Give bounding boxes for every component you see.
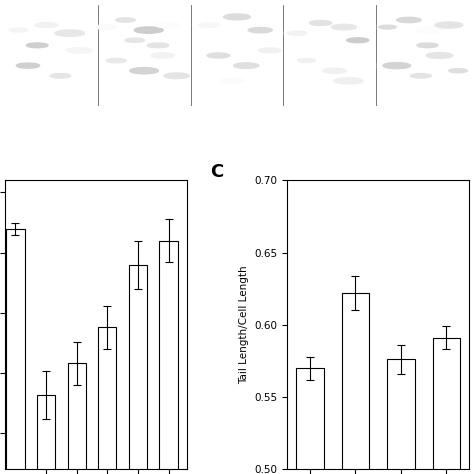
Bar — [296, 368, 324, 474]
Circle shape — [9, 62, 46, 70]
Circle shape — [397, 17, 421, 23]
Circle shape — [221, 78, 244, 83]
Bar — [159, 241, 178, 474]
Circle shape — [91, 24, 123, 31]
Circle shape — [426, 53, 453, 58]
Circle shape — [324, 23, 364, 31]
Circle shape — [147, 43, 169, 48]
Bar — [129, 264, 147, 474]
Text: 6: 6 — [379, 9, 385, 19]
Circle shape — [207, 53, 230, 58]
Bar — [98, 327, 117, 474]
Bar — [433, 338, 460, 474]
Circle shape — [248, 27, 272, 33]
Circle shape — [241, 26, 280, 34]
Circle shape — [224, 14, 250, 20]
Circle shape — [141, 42, 175, 49]
Text: 5: 5 — [286, 9, 292, 19]
Circle shape — [410, 73, 431, 78]
Circle shape — [435, 22, 463, 28]
Y-axis label: Tail Length/Cell Length: Tail Length/Cell Length — [239, 265, 249, 384]
Bar — [6, 228, 25, 474]
Circle shape — [119, 37, 150, 44]
Circle shape — [374, 61, 419, 71]
Circle shape — [97, 25, 117, 29]
Circle shape — [44, 72, 77, 79]
Circle shape — [130, 68, 158, 74]
Circle shape — [288, 31, 307, 35]
Circle shape — [325, 76, 372, 86]
Circle shape — [416, 27, 445, 33]
Circle shape — [201, 52, 237, 59]
Circle shape — [192, 21, 226, 29]
Circle shape — [323, 68, 346, 73]
Circle shape — [28, 21, 64, 29]
Circle shape — [346, 38, 369, 43]
Circle shape — [374, 24, 401, 30]
Circle shape — [148, 21, 187, 29]
Circle shape — [407, 25, 454, 35]
Circle shape — [282, 30, 313, 36]
Circle shape — [66, 47, 92, 53]
Circle shape — [59, 46, 100, 55]
Circle shape — [379, 25, 396, 29]
Circle shape — [55, 30, 84, 36]
Circle shape — [234, 63, 259, 68]
Circle shape — [144, 51, 182, 60]
Circle shape — [419, 51, 461, 60]
Circle shape — [410, 42, 444, 49]
Circle shape — [16, 63, 40, 68]
Text: 3: 3 — [100, 9, 106, 19]
Circle shape — [151, 53, 174, 58]
Circle shape — [404, 72, 438, 80]
Circle shape — [36, 23, 58, 27]
Circle shape — [310, 20, 332, 26]
Circle shape — [340, 36, 375, 44]
Circle shape — [251, 46, 288, 55]
Circle shape — [427, 20, 471, 30]
Circle shape — [389, 16, 428, 24]
Circle shape — [417, 43, 438, 47]
Circle shape — [292, 57, 321, 64]
Circle shape — [110, 17, 141, 23]
Bar — [67, 364, 86, 474]
Circle shape — [156, 72, 197, 80]
Circle shape — [303, 19, 338, 27]
Circle shape — [106, 58, 126, 63]
Circle shape — [199, 23, 220, 27]
Circle shape — [215, 77, 250, 85]
Circle shape — [316, 66, 354, 75]
Circle shape — [164, 73, 189, 79]
Circle shape — [443, 67, 473, 74]
Circle shape — [20, 42, 55, 49]
Circle shape — [298, 59, 316, 63]
Circle shape — [125, 38, 145, 42]
Text: C: C — [210, 163, 224, 181]
Bar — [387, 359, 415, 474]
Circle shape — [116, 18, 135, 22]
Circle shape — [126, 25, 172, 35]
Circle shape — [5, 27, 33, 33]
Circle shape — [258, 48, 281, 53]
Circle shape — [50, 73, 71, 78]
Circle shape — [100, 57, 132, 64]
Circle shape — [27, 43, 48, 48]
Circle shape — [226, 61, 266, 70]
Circle shape — [331, 24, 356, 30]
Circle shape — [10, 28, 27, 32]
Circle shape — [46, 28, 93, 38]
Circle shape — [449, 69, 467, 73]
Circle shape — [216, 12, 258, 22]
Text: 2: 2 — [7, 9, 13, 19]
Bar — [342, 293, 369, 474]
Circle shape — [383, 63, 410, 69]
Circle shape — [334, 78, 363, 84]
Text: 4: 4 — [193, 9, 199, 19]
Circle shape — [134, 27, 163, 33]
Circle shape — [155, 22, 180, 27]
Circle shape — [121, 66, 167, 76]
Bar — [37, 395, 55, 474]
